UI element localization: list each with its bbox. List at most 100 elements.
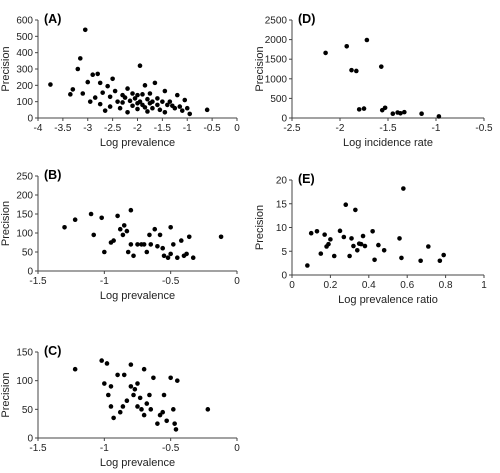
data-point xyxy=(337,228,343,234)
data-point xyxy=(172,105,178,111)
data-point xyxy=(102,381,107,386)
data-point xyxy=(341,234,347,240)
y-tick-label: 5 xyxy=(281,247,287,258)
data-point xyxy=(132,96,138,101)
data-point xyxy=(155,421,160,426)
data-point xyxy=(160,99,165,104)
y-tick-label: 600 xyxy=(16,16,33,27)
x-tick-label: -1 xyxy=(183,123,192,134)
y-tick-label: 2000 xyxy=(265,35,288,46)
x-tick-label: -1 xyxy=(100,443,109,454)
data-point xyxy=(97,80,103,86)
x-tick-label: -1 xyxy=(100,276,109,287)
x-tick-label: -2.5 xyxy=(283,123,301,134)
data-point xyxy=(168,225,173,230)
data-point xyxy=(175,255,180,260)
data-point xyxy=(152,226,158,232)
data-point xyxy=(121,372,127,378)
data-point xyxy=(121,223,127,228)
data-point xyxy=(205,407,211,412)
data-point xyxy=(92,95,98,100)
data-point xyxy=(370,229,375,234)
data-point xyxy=(115,99,120,104)
data-point xyxy=(135,404,140,409)
data-point xyxy=(362,243,368,249)
data-point xyxy=(382,105,388,111)
data-point xyxy=(441,252,446,258)
data-point xyxy=(150,105,155,111)
data-point xyxy=(204,107,210,113)
data-point xyxy=(132,386,138,392)
y-axis-label: Precision xyxy=(0,372,12,417)
y-tick-label: 200 xyxy=(16,81,33,92)
data-point xyxy=(142,83,148,88)
data-point xyxy=(165,102,170,108)
data-point xyxy=(161,392,167,398)
data-point xyxy=(95,71,100,77)
data-point xyxy=(360,233,366,239)
data-point xyxy=(135,92,140,98)
x-tick-label: -3 xyxy=(83,123,92,134)
data-point xyxy=(144,249,150,255)
data-point xyxy=(111,415,116,421)
data-point xyxy=(160,245,166,251)
data-point xyxy=(184,105,190,111)
panel-label: (B) xyxy=(44,168,61,182)
data-point xyxy=(436,114,442,119)
data-point xyxy=(179,108,185,113)
data-point xyxy=(186,234,192,240)
data-point xyxy=(168,251,173,257)
data-point xyxy=(148,407,154,412)
data-point xyxy=(141,366,147,372)
data-point xyxy=(364,37,370,43)
y-tick-label: 500 xyxy=(270,94,287,105)
data-point xyxy=(372,257,377,263)
data-point xyxy=(128,242,134,247)
data-point xyxy=(87,99,93,104)
data-point xyxy=(135,106,140,112)
data-point xyxy=(418,258,423,264)
data-point xyxy=(155,102,160,108)
data-point xyxy=(349,67,354,73)
data-point xyxy=(120,404,126,409)
data-point xyxy=(175,92,180,98)
y-tick-label: 100 xyxy=(16,97,33,108)
data-point xyxy=(399,255,404,261)
data-point xyxy=(77,56,83,61)
data-point xyxy=(127,98,133,104)
y-tick-label: 2500 xyxy=(265,16,288,27)
data-point xyxy=(171,242,176,247)
panel-label: (A) xyxy=(44,12,61,26)
x-axis-label: Log incidence rate xyxy=(343,137,433,149)
x-tick-label: 1 xyxy=(481,280,487,291)
data-point xyxy=(401,186,406,191)
x-axis-label: Log prevalence xyxy=(100,137,175,149)
panel-d: 0 500 1000 1500 2000 2500 -2.5 -2 -1.5 -1 -0.5 Log … xyxy=(254,12,493,149)
data-point xyxy=(110,76,115,82)
x-axis-label: Log prevalence ratio xyxy=(338,294,438,306)
data-point xyxy=(141,242,147,247)
data-point xyxy=(152,80,158,86)
data-point xyxy=(112,88,118,94)
x-tick-label: 0 xyxy=(234,443,240,454)
data-point xyxy=(168,375,173,381)
data-point xyxy=(115,372,120,378)
data-point xyxy=(147,91,153,96)
y-tick-label: 1000 xyxy=(265,74,288,85)
data-point xyxy=(100,90,105,95)
data-point xyxy=(155,96,160,101)
data-point xyxy=(150,99,155,104)
data-point xyxy=(160,409,166,415)
y-axis-label: Precision xyxy=(254,205,266,250)
data-point xyxy=(351,243,356,249)
panel-label: (C) xyxy=(44,344,61,358)
data-point xyxy=(111,238,116,243)
x-tick-label: 0.8 xyxy=(439,280,453,291)
data-point xyxy=(130,103,135,109)
data-point xyxy=(390,111,396,116)
data-point xyxy=(105,83,110,89)
data-point xyxy=(326,241,331,247)
data-point xyxy=(308,230,314,236)
data-point xyxy=(99,358,104,363)
data-point xyxy=(131,253,136,259)
